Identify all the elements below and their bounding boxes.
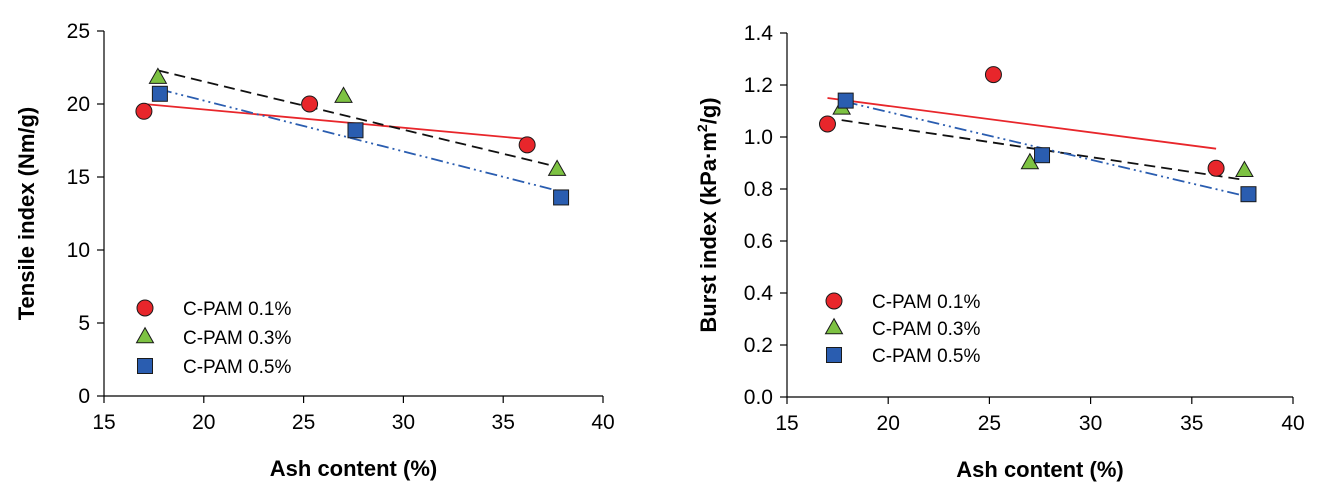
y-tick-label: 0.6 xyxy=(744,230,773,253)
data-point-series-3 xyxy=(347,122,364,139)
y-tick-label: 0.0 xyxy=(744,386,773,409)
legend-label-series-3: C-PAM 0.5% xyxy=(183,357,292,378)
y-tick-label: 0.8 xyxy=(744,178,773,201)
chart-panel-2: 15 20 25 30 35 40 0.0 0.2 0.4 0.6 0.8 1.0 1.2 1.4 Ash … xyxy=(694,22,1305,482)
data-point-series-3 xyxy=(151,85,168,102)
y-tick-label: 25 xyxy=(67,20,90,43)
data-point-series-1 xyxy=(135,102,153,120)
y-axis-title: Tensile index (Nm/g) xyxy=(14,107,39,321)
y-tick-label: 0.4 xyxy=(744,282,774,305)
data-point-series-1 xyxy=(984,66,1002,84)
x-tick-label: 35 xyxy=(1180,412,1203,435)
legend-marker-series-3 xyxy=(826,347,842,363)
y-tick-label: 0 xyxy=(78,385,90,408)
data-point-series-1 xyxy=(301,95,319,113)
x-tick-label: 20 xyxy=(192,411,215,434)
legend-label-series-2: C-PAM 0.3% xyxy=(872,319,981,340)
trend-line-series-1 xyxy=(143,103,528,140)
y-tick-label: 1.4 xyxy=(744,22,774,45)
y-tick-label: 10 xyxy=(67,239,90,262)
legend-label-series-1: C-PAM 0.1% xyxy=(872,292,981,313)
trend-line-series-3 xyxy=(159,88,562,193)
x-axis-title: Ash content (%) xyxy=(956,457,1123,482)
data-point-series-1 xyxy=(518,136,536,154)
x-tick-label: 35 xyxy=(492,411,515,434)
y-tick-label: 20 xyxy=(67,93,90,116)
legend-marker-series-2 xyxy=(135,326,155,344)
x-tick-label: 20 xyxy=(877,412,900,435)
x-tick-label: 15 xyxy=(775,412,798,435)
x-tick-label: 40 xyxy=(1281,412,1304,435)
x-tick-label: 30 xyxy=(392,411,415,434)
legend-label-series-1: C-PAM 0.1% xyxy=(183,299,292,320)
legend: C-PAM 0.1% C-PAM 0.3% C-PAM 0.5% xyxy=(824,292,981,367)
x-tick-label: 15 xyxy=(92,411,115,434)
data-point-series-1 xyxy=(1207,159,1225,177)
y-tick-label: 0.2 xyxy=(744,334,773,357)
legend: C-PAM 0.1% C-PAM 0.3% C-PAM 0.5% xyxy=(135,299,292,378)
data-point-series-1 xyxy=(818,115,836,133)
trend-line-series-2 xyxy=(157,69,558,168)
y-tick-label: 15 xyxy=(67,166,90,189)
x-tick-label: 25 xyxy=(978,412,1001,435)
data-point-series-2 xyxy=(334,86,353,103)
y-tick-label: 1.2 xyxy=(744,74,773,97)
x-tick-label: 25 xyxy=(292,411,315,434)
data-point-series-3 xyxy=(553,189,570,206)
y-axis-title: Burst index (kPa·m2/g) xyxy=(694,97,721,332)
data-point-series-3 xyxy=(1034,147,1051,164)
data-point-series-3 xyxy=(1240,186,1257,203)
y-tick-label: 1.0 xyxy=(744,126,773,149)
legend-marker-series-2 xyxy=(824,317,844,335)
legend-label-series-3: C-PAM 0.5% xyxy=(872,346,981,367)
legend-marker-series-3 xyxy=(137,358,153,374)
legend-label-series-2: C-PAM 0.3% xyxy=(183,328,292,349)
legend-marker-series-1 xyxy=(136,299,154,317)
data-point-series-3 xyxy=(837,92,854,109)
data-point-series-2 xyxy=(148,67,168,84)
x-tick-label: 30 xyxy=(1079,412,1102,435)
data-point-series-2 xyxy=(1235,160,1254,177)
data-point-series-2 xyxy=(547,159,567,176)
trend-line-series-1 xyxy=(827,97,1217,150)
legend-marker-series-1 xyxy=(825,292,843,310)
x-tick-label: 40 xyxy=(591,411,614,434)
chart-panel-1: 15 20 25 30 35 40 0 5 10 15 20 25 Ash content (%) Ten… xyxy=(14,20,615,481)
y-tick-label: 5 xyxy=(78,312,90,335)
x-axis-title: Ash content (%) xyxy=(270,456,437,481)
